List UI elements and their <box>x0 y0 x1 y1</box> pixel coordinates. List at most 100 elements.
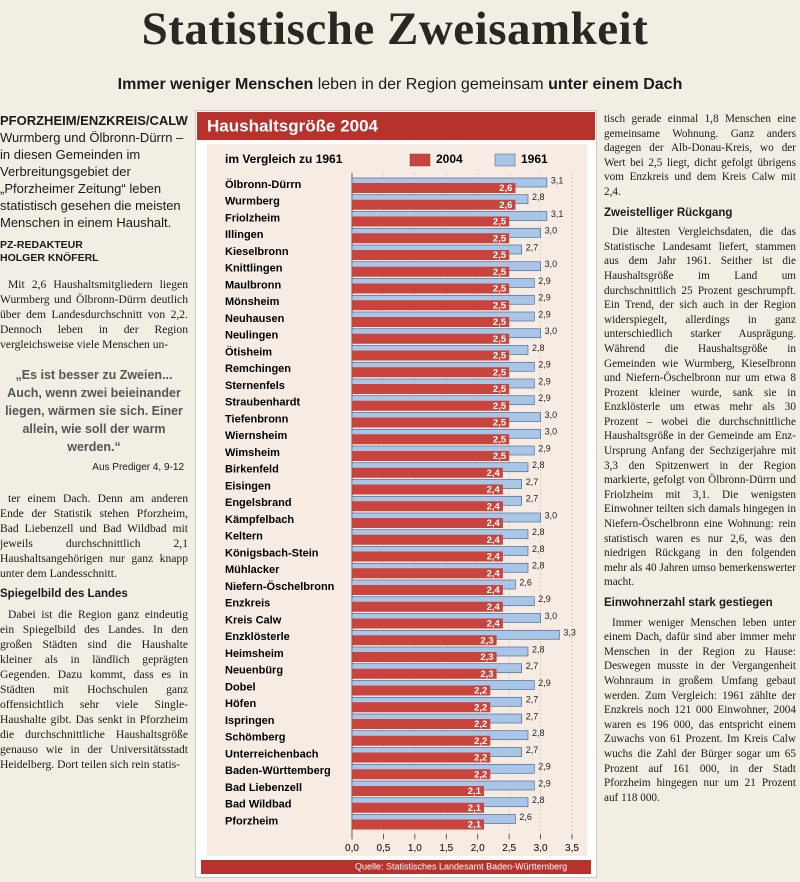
value-label-2004: 2,5 <box>493 217 507 228</box>
value-label-1961: 3,0 <box>545 226 558 236</box>
bar-2004 <box>352 216 510 227</box>
bar-2004 <box>352 719 491 729</box>
legend-swatch <box>494 153 516 167</box>
value-label-1961: 3,0 <box>545 410 558 420</box>
category-label: Kreis Calw <box>225 614 282 626</box>
category-label: Unterreichenbach <box>225 748 319 760</box>
category-label: Eisingen <box>225 480 271 492</box>
value-label-1961: 3,0 <box>545 326 558 336</box>
value-label-1961: 2,9 <box>538 762 551 772</box>
value-label-1961: 3,0 <box>545 259 558 269</box>
source: Quelle: Statistisches Landesamt Baden-Wü… <box>355 861 567 871</box>
value-label-2004: 2,5 <box>493 250 507 261</box>
author-role: PZ-REDAKTEUR <box>0 239 83 251</box>
value-label-2004: 2,2 <box>474 702 487 713</box>
headline: Statistische Zweisamkeit <box>141 3 649 55</box>
bar-2004 <box>352 585 503 595</box>
bar-2004 <box>352 266 510 277</box>
value-label-1961: 2,6 <box>519 577 532 587</box>
value-label-2004: 2,4 <box>487 518 501 529</box>
category-label: Ispringen <box>225 715 275 727</box>
legend-swatch <box>409 153 431 167</box>
value-label-2004: 2,5 <box>493 351 507 362</box>
value-label-1961: 2,9 <box>538 276 551 286</box>
value-label-2004: 2,4 <box>487 568 501 579</box>
value-label-2004: 2,4 <box>487 468 501 479</box>
heading: Spiegelbild des Landes <box>0 588 128 600</box>
right-column: tisch gerade einmal 1,8 Menschen eine ge… <box>604 112 796 880</box>
value-label-2004: 2,3 <box>480 652 493 663</box>
x-tick-label: 3,0 <box>534 843 548 854</box>
value-label-1961: 3,3 <box>563 628 576 638</box>
category-label: Enzklösterle <box>225 631 290 643</box>
value-label-1961: 3,1 <box>551 209 564 219</box>
paragraph: ter einem Dach. Denn am anderen Ende der… <box>0 492 188 580</box>
bar-2004 <box>352 652 497 662</box>
category-label: Ölbronn-Dürrn <box>225 178 302 191</box>
bar-2004 <box>352 802 484 813</box>
category-label: Friolzheim <box>225 212 280 224</box>
value-label-1961: 2,9 <box>538 778 551 788</box>
bar-2004 <box>352 250 510 260</box>
chart-subtitle: im Vergleich zu 1961 <box>225 152 343 166</box>
value-label-2004: 2,4 <box>487 585 501 596</box>
bar-2004 <box>352 668 497 679</box>
category-label: Birkenfeld <box>225 464 279 476</box>
value-label-1961: 2,9 <box>538 393 551 403</box>
category-label: Bad Liebenzell <box>225 782 302 794</box>
category-label: Niefern-Öschelbronn <box>225 580 335 593</box>
paragraph: Dabei ist die Region ganz eindeutig ein … <box>0 608 188 771</box>
bar-2004 <box>352 233 510 244</box>
category-label: Mönsheim <box>225 296 280 308</box>
value-label-1961: 2,8 <box>532 460 545 470</box>
category-label: Schömberg <box>225 732 286 744</box>
bar-2004 <box>352 635 497 646</box>
value-label-1961: 2,8 <box>532 561 545 571</box>
bar-2004 <box>352 283 510 294</box>
dateline: PFORZHEIM/ENZKREIS/CALW. <box>0 113 188 128</box>
value-label-2004: 2,5 <box>493 434 507 445</box>
bar-2004 <box>352 702 491 713</box>
value-label-2004: 2,5 <box>493 284 507 295</box>
category-label: Maulbronn <box>225 279 281 291</box>
value-label-1961: 2,9 <box>538 594 551 604</box>
value-label-1961: 2,9 <box>538 678 551 688</box>
heading: Zweistelliger Rückgang <box>604 206 733 219</box>
value-label-2004: 2,4 <box>487 602 501 613</box>
bar-2004 <box>352 518 503 528</box>
category-label: Kämpfelbach <box>225 514 294 526</box>
category-label: Wimsheim <box>225 447 280 459</box>
value-label-2004: 2,2 <box>474 753 487 764</box>
bar-2004 <box>352 400 510 411</box>
value-label-1961: 2,9 <box>538 293 551 303</box>
value-label-1961: 2,7 <box>526 711 539 721</box>
x-tick-label: 2,5 <box>502 843 516 854</box>
value-label-1961: 2,9 <box>538 309 551 319</box>
category-label: Kieselbronn <box>225 246 289 258</box>
bar-2004 <box>352 333 510 344</box>
value-label-1961: 2,7 <box>526 745 539 755</box>
value-label-1961: 3,0 <box>545 427 558 437</box>
value-label-2004: 2,4 <box>487 619 501 630</box>
value-label-2004: 2,5 <box>493 418 507 429</box>
heading: Einwohnerzahl stark gestiegen <box>604 597 773 609</box>
x-tick-label: 3,5 <box>565 843 579 854</box>
paragraph: tisch gerade einmal 1,8 Menschen eine ge… <box>604 113 796 198</box>
quote-source: Aus Prediger 4, 9-12 <box>92 462 184 473</box>
value-label-1961: 2,9 <box>538 360 551 370</box>
value-label-1961: 2,7 <box>526 695 539 705</box>
bar-2004 <box>352 484 503 495</box>
legend-label: 1961 <box>521 152 548 166</box>
bar-2004 <box>352 300 510 311</box>
bar-2004 <box>352 350 510 361</box>
category-label: Engelsbrand <box>225 497 292 509</box>
paragraph: Mit 2,6 Haushaltsmitgliedern liegen Wurm… <box>0 278 188 351</box>
bar-2004 <box>352 769 491 780</box>
value-label-1961: 2,9 <box>538 376 551 386</box>
value-label-1961: 2,8 <box>532 192 545 202</box>
value-label-1961: 2,8 <box>532 544 545 554</box>
chart-title: Haushaltsgröße 2004 <box>207 116 379 135</box>
value-label-2004: 2,4 <box>487 535 501 546</box>
bar-2004 <box>352 551 503 562</box>
category-label: Höfen <box>225 698 256 710</box>
